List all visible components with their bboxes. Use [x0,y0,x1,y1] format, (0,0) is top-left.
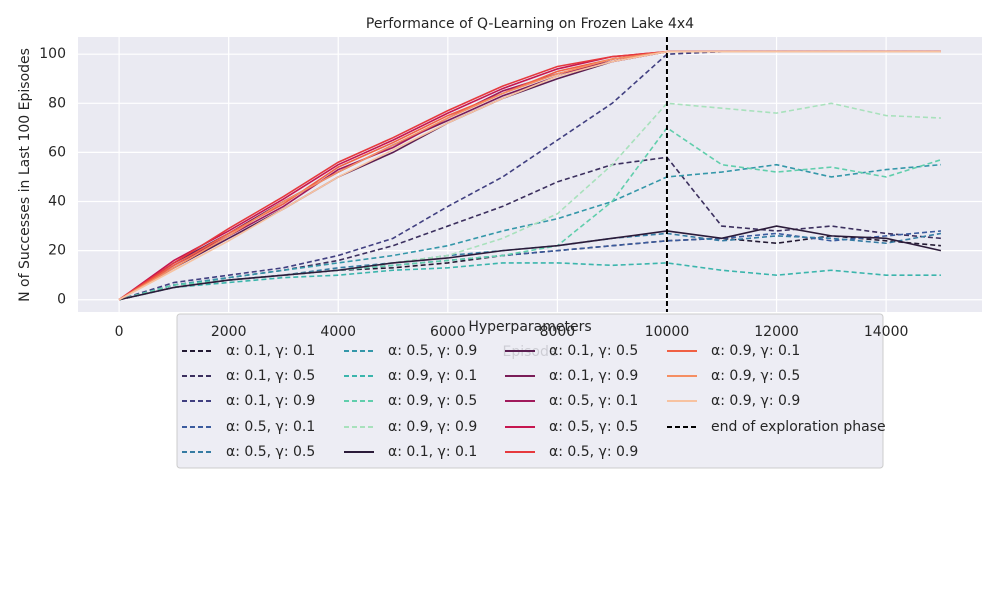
legend-label: α: 0.1, γ: 0.1 [388,444,477,460]
x-tick-label: 12000 [754,324,799,340]
legend-box [176,313,884,469]
y-tick-label: 100 [39,46,66,62]
legend-label: α: 0.1, γ: 0.9 [549,368,638,384]
legend-label: α: 0.9, γ: 0.1 [711,343,800,359]
x-tick-label: 10000 [645,324,690,340]
y-tick-label: 0 [57,292,66,308]
legend: Hyperparameters α: 0.1, γ: 0.1 α: 0.1, γ:… [176,313,886,469]
legend-label: α: 0.9, γ: 0.1 [388,368,477,384]
series-line [118,50,941,301]
legend-label: α: 0.9, γ: 0.5 [711,368,800,384]
x-tick-label: 6000 [430,324,466,340]
x-tick-label: 0 [115,324,124,340]
lines [118,50,942,301]
y-tick-label: 40 [48,194,66,210]
legend-title: Hyperparameters [468,319,591,335]
y-tick-label: 80 [48,95,66,111]
legend-label: α: 0.1, γ: 0.9 [226,393,315,409]
legend-label: α: 0.9, γ: 0.5 [388,393,477,409]
legend-label: α: 0.5, γ: 0.5 [549,419,638,435]
series-line [118,225,942,301]
legend-label: end of exploration phase [711,419,886,435]
y-axis-label: N of Successes in Last 100 Episodes [17,48,33,302]
legend-label: α: 0.9, γ: 0.9 [388,419,477,435]
x-tick-label: 8000 [540,324,576,340]
series-line [118,262,941,301]
legend-label: α: 0.5, γ: 0.5 [226,444,315,460]
y-tick-label: 20 [48,243,66,259]
legend-label: α: 0.5, γ: 0.9 [388,343,477,359]
y-tick-label: 60 [48,144,66,160]
legend-label: α: 0.9, γ: 0.9 [711,393,800,409]
x-tick-label: 14000 [864,324,909,340]
legend-label: α: 0.1, γ: 0.1 [226,343,315,359]
series-line [118,163,941,301]
series-line [118,50,941,301]
legend-label: α: 0.1, γ: 0.5 [226,368,315,384]
legend-label: α: 0.5, γ: 0.9 [549,444,638,460]
legend-label: α: 0.1, γ: 0.5 [549,343,638,359]
x-tick-label: 4000 [320,324,356,340]
legend-label: α: 0.5, γ: 0.1 [226,419,315,435]
chart-title: Performance of Q-Learning on Frozen Lake… [366,16,694,32]
x-tick-label: 2000 [211,324,247,340]
legend-label: α: 0.5, γ: 0.1 [549,393,638,409]
